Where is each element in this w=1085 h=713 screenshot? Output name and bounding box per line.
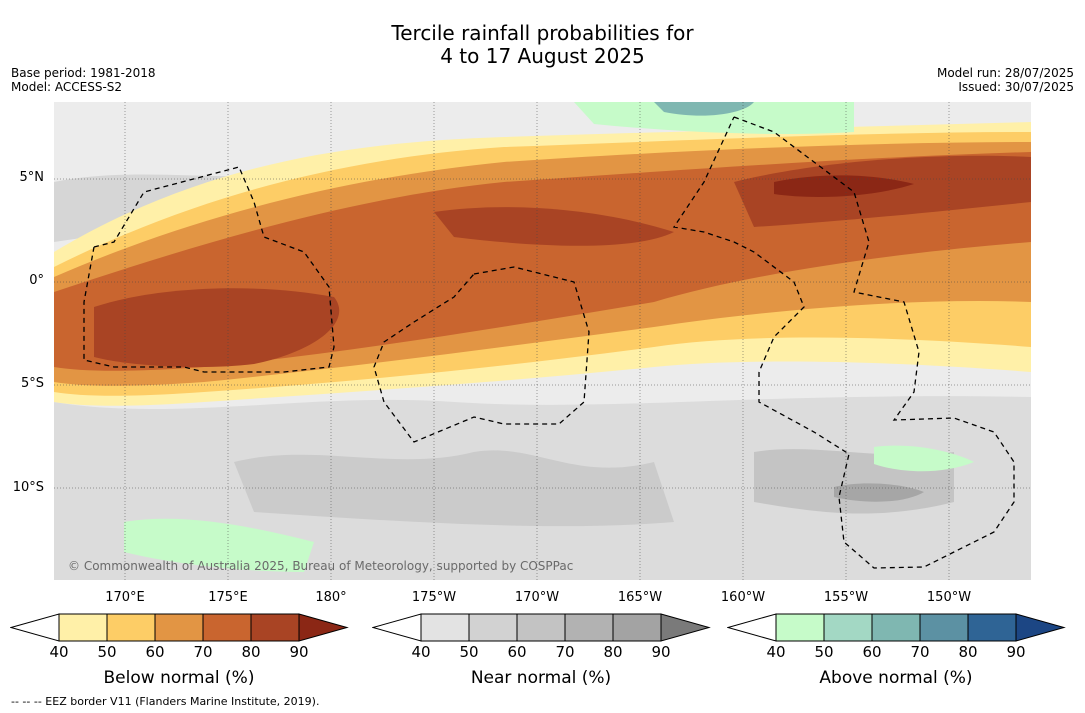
colorbar-left-extension <box>727 613 777 642</box>
colorbar-segment <box>154 613 204 642</box>
colorbar-segment <box>106 613 156 642</box>
copyright-credit: © Commonwealth of Australia 2025, Bureau… <box>68 559 573 573</box>
model-text: Model: ACCESS-S2 <box>11 80 123 94</box>
eez-borders <box>83 116 1015 569</box>
map-gridlines <box>54 102 1031 580</box>
cb-above-tick-80: 80 <box>958 643 978 661</box>
lat-label-5n: 5°N <box>19 170 45 185</box>
issued-text: Issued: 30/07/2025 <box>958 80 1074 94</box>
lon-label-180: 180° <box>315 590 347 605</box>
colorbar-right-extension <box>660 613 711 642</box>
cb-above-tick-60: 60 <box>862 643 882 661</box>
cb-near-tick-40: 40 <box>411 643 431 661</box>
cb-below-tick-70: 70 <box>193 643 213 661</box>
above-normal-north-patch <box>574 102 854 135</box>
lon-label-175e: 175°E <box>208 590 248 605</box>
colorbar-segment <box>775 613 825 642</box>
cb-near-tick-70: 70 <box>555 643 575 661</box>
colorbar-title-below: Below normal (%) <box>103 668 255 688</box>
colorbar-segment <box>202 613 252 642</box>
colorbar-segment <box>871 613 921 642</box>
cb-below-tick-60: 60 <box>145 643 165 661</box>
colorbar-title-above: Above normal (%) <box>819 668 973 688</box>
lon-label-155w: 155°W <box>823 590 869 605</box>
eez-border-line-islands <box>672 116 1015 569</box>
cb-near-tick-50: 50 <box>459 643 479 661</box>
cb-above-tick-70: 70 <box>910 643 930 661</box>
cb-below-tick-40: 40 <box>49 643 69 661</box>
cb-above-tick-50: 50 <box>814 643 834 661</box>
lat-label-10s: 10°S <box>12 480 44 495</box>
lon-label-170w: 170°W <box>514 590 560 605</box>
colorbar-segment <box>612 613 662 642</box>
lon-label-150w: 150°W <box>926 590 972 605</box>
colorbar-segment <box>420 613 470 642</box>
colorbar-right-extension <box>298 613 349 642</box>
colorbar-segment <box>516 613 566 642</box>
near-normal-dark-patch <box>834 483 924 502</box>
colorbar-segment <box>823 613 873 642</box>
colorbar-title-near: Near normal (%) <box>470 668 612 688</box>
cb-near-tick-60: 60 <box>507 643 527 661</box>
below-normal-80-band-west <box>94 288 340 368</box>
eez-border-kiribati-gilbert <box>83 166 335 373</box>
cb-below-tick-80: 80 <box>241 643 261 661</box>
above-normal-east-patch <box>874 445 974 472</box>
lon-label-160w: 160°W <box>720 590 766 605</box>
colorbar-left-extension <box>10 613 60 642</box>
near-normal-mid-region <box>234 450 674 527</box>
colorbar-segment <box>967 613 1017 642</box>
cb-above-tick-40: 40 <box>766 643 786 661</box>
colorbar-right-extension <box>1015 613 1066 642</box>
meta-left: Base period: 1981-2018 Model: ACCESS-S2 <box>11 66 156 94</box>
cb-above-tick-90: 90 <box>1006 643 1026 661</box>
title-line-1: Tercile rainfall probabilities for <box>391 21 694 45</box>
below-normal-90-core <box>774 175 914 197</box>
lon-label-165w: 165°W <box>617 590 663 605</box>
above-normal-south-patch <box>124 518 314 572</box>
map-title: Tercile rainfall probabilities for 4 to … <box>0 22 1085 68</box>
lon-label-170e: 170°E <box>105 590 145 605</box>
cb-below-tick-50: 50 <box>97 643 117 661</box>
meta-right: Model run: 28/07/2025 Issued: 30/07/2025 <box>937 66 1074 94</box>
lat-label-0: 0° <box>29 273 44 288</box>
probability-map: © Commonwealth of Australia 2025, Bureau… <box>54 102 1031 580</box>
title-line-2: 4 to 17 August 2025 <box>440 44 645 68</box>
cb-near-tick-80: 80 <box>603 643 623 661</box>
lat-label-5s: 5°S <box>20 376 44 391</box>
colorbar-left-extension <box>372 613 422 642</box>
colorbar-near-normal <box>372 613 711 642</box>
colorbar-segment <box>468 613 518 642</box>
eez-footnote: -- -- -- EEZ border V11 (Flanders Marine… <box>11 695 320 708</box>
colorbar-segment <box>564 613 614 642</box>
lon-label-175w: 175°W <box>411 590 457 605</box>
model-run-text: Model run: 28/07/2025 <box>936 66 1074 80</box>
colorbar-below-normal <box>10 613 349 642</box>
eez-border-phoenix <box>373 266 590 443</box>
colorbar-segment <box>250 613 300 642</box>
colorbar-segment <box>58 613 108 642</box>
colorbar-above-normal <box>727 613 1066 642</box>
colorbar-segment <box>919 613 969 642</box>
above-normal-north-patch-inner <box>654 102 754 116</box>
below-normal-80-band-central <box>434 207 674 246</box>
base-period-text: Base period: 1981-2018 <box>11 66 156 80</box>
cb-below-tick-90: 90 <box>289 643 309 661</box>
cb-near-tick-90: 90 <box>651 643 671 661</box>
